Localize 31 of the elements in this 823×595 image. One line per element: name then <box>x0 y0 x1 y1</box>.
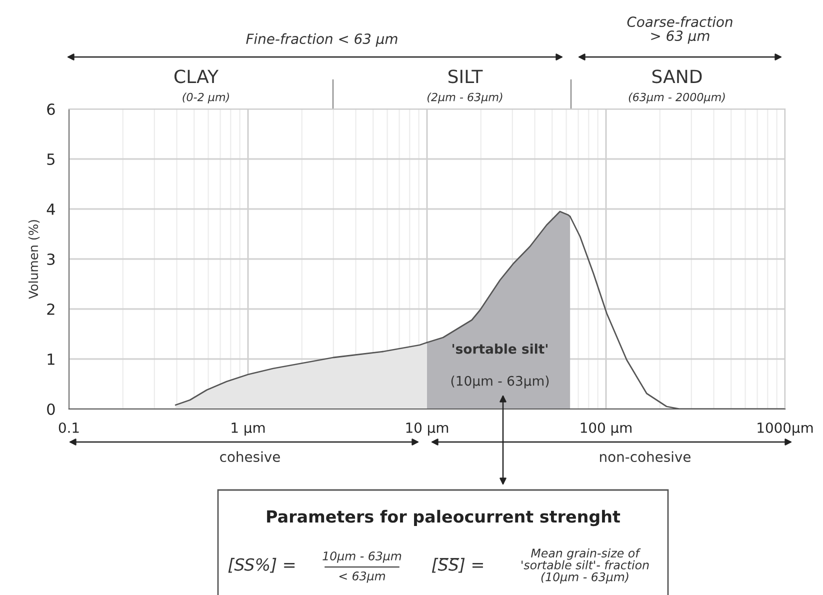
text: 10µm - 63µm <box>322 551 402 563</box>
annotation: 'sortable silt' <box>452 344 548 354</box>
y-tick-label: 3 <box>47 253 55 266</box>
x-tick-label: 0.1 <box>58 422 79 433</box>
x-tick-label: 10 µm <box>406 422 448 436</box>
text: (63µm - 2000µm) <box>628 92 725 104</box>
text: CLAY <box>174 70 219 84</box>
y-axis-title: Volumen (%) <box>28 220 40 299</box>
text: [S̅S̅] = <box>432 558 483 573</box>
y-tick-label: 4 <box>46 204 55 215</box>
x-tick-label: 100 µm <box>580 422 632 436</box>
text: [SS%] = <box>228 558 295 573</box>
y-tick-label: 6 <box>47 103 55 116</box>
y-tick-label: 5 <box>47 154 54 166</box>
text: Coarse-fraction > 63 µm <box>627 16 732 44</box>
text: (0-2 µm) <box>182 92 229 104</box>
text: non-cohesive <box>600 451 690 462</box>
y-tick-label: 0 <box>47 403 55 416</box>
text: SILT <box>448 70 483 84</box>
x-tick-label: 1000µm <box>758 422 813 436</box>
y-tick-label: 2 <box>47 303 54 315</box>
text: < 63µm <box>339 571 386 583</box>
text: cohesive <box>220 451 280 462</box>
text: (2µm - 63µm) <box>427 92 502 104</box>
text: Fine-fraction < 63 µm <box>246 33 398 47</box>
text: Parameters for paleocurrent strenght <box>267 510 620 526</box>
text: Mean grain-size of 'sortable silt'- fraction (10µm - 63µm) <box>522 548 649 584</box>
x-tick-label: 1 µm <box>232 422 265 436</box>
annotation: (10µm - 63µm) <box>451 376 549 388</box>
y-tick-label: 1 <box>48 354 54 365</box>
text: SAND <box>652 70 702 84</box>
